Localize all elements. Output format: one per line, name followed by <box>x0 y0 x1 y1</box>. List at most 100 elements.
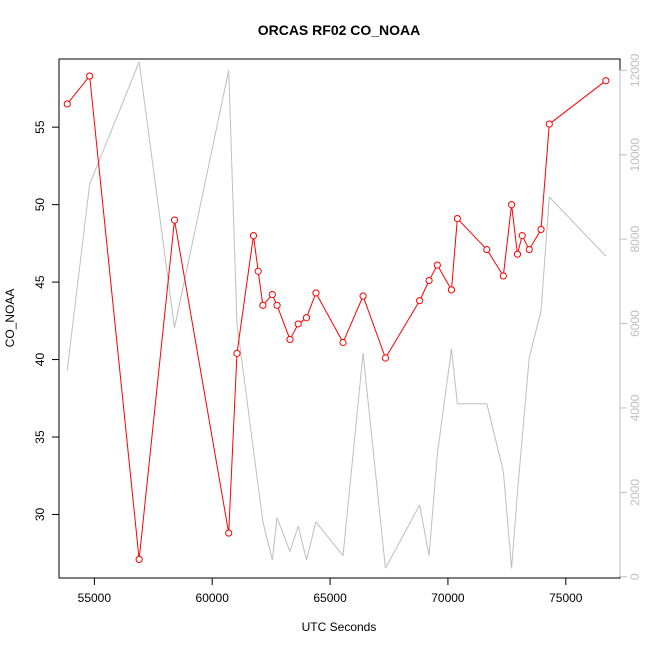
co-data-point <box>63 100 71 108</box>
chart-title: ORCAS RF02 CO_NOAA <box>258 22 421 38</box>
co-data-point <box>525 245 533 254</box>
co-line-segment <box>451 221 458 287</box>
co-line-segment <box>68 78 89 102</box>
co-data-point <box>135 555 143 564</box>
co-line-segment <box>307 295 316 316</box>
right-y-tick-label: 0 <box>628 573 642 580</box>
right-y-tick-label: 2000 <box>628 479 642 506</box>
altitude-line-segment <box>289 525 299 552</box>
x-tick-label: 55000 <box>78 591 112 605</box>
co-line-segment <box>174 223 229 531</box>
co-line-segment <box>228 356 238 530</box>
co-data-point <box>425 276 433 285</box>
y-tick-label: 30 <box>33 507 47 521</box>
co-line-segment <box>430 267 437 279</box>
altitude-line-segment <box>228 70 238 324</box>
altitude-line-segment <box>138 61 175 328</box>
y-tick-label: 35 <box>33 430 47 444</box>
co-data-point <box>453 214 461 223</box>
co-line-segment <box>530 231 540 248</box>
y-axis: 30 35 40 45 50 55 <box>33 120 60 521</box>
y-tick-label: 55 <box>33 120 47 134</box>
x-tick-label: 65000 <box>313 591 347 605</box>
co-data-point <box>294 320 302 328</box>
co-line-segment <box>277 308 290 337</box>
altitude-line-segment <box>450 348 458 404</box>
altitude-line-segment <box>511 492 518 569</box>
co-line-segment <box>138 223 175 557</box>
co-line-segment <box>438 267 451 288</box>
co-data-point <box>259 301 267 309</box>
co-line-segment <box>343 298 363 340</box>
co-data-point <box>268 290 276 299</box>
x-axis: 55000 60000 65000 70000 75000 <box>78 577 583 605</box>
x-axis-label: UTC Seconds <box>302 620 377 634</box>
altitude-line-segment <box>271 517 278 560</box>
altitude-line-segment <box>428 454 438 556</box>
altitude-line-segment <box>342 353 364 556</box>
co-data-point <box>507 201 516 209</box>
co-line-segment <box>273 297 277 303</box>
co-data-point <box>545 120 553 128</box>
co-data-point <box>254 267 262 275</box>
right-y-tick-label: 4000 <box>628 394 642 421</box>
altitude-line-segment <box>486 403 504 472</box>
altitude-line-segment <box>306 521 317 560</box>
co-line-segment <box>264 296 271 304</box>
co-line-segment <box>540 127 550 227</box>
altitude-line-segment <box>66 184 91 371</box>
co-line-segment <box>511 207 518 252</box>
co-line-segment <box>316 295 342 341</box>
x-tick-label: 70000 <box>431 591 465 605</box>
x-tick-label: 75000 <box>549 591 583 605</box>
plot-frame <box>58 58 621 579</box>
altitude-line-segment <box>419 504 430 556</box>
altitude-line-segment <box>262 521 273 560</box>
y-axis-label: CO_NOAA <box>3 289 17 348</box>
co-line-segment <box>291 326 298 337</box>
co-data-point <box>286 335 294 344</box>
co-data-point <box>602 77 610 85</box>
co-data-point <box>273 301 281 309</box>
co-data-point <box>170 216 179 224</box>
co-line-segment <box>503 207 512 273</box>
co-data-point <box>249 232 258 240</box>
co-data-point <box>312 289 320 297</box>
right-y-tick-label: 6000 <box>628 310 642 337</box>
co-line-segment <box>386 303 419 356</box>
co-data-point <box>339 338 347 347</box>
co-data-point <box>433 261 441 269</box>
altitude-line-segment <box>297 525 307 560</box>
altitude-line-segment <box>385 504 421 569</box>
series-layer <box>63 61 610 569</box>
co-line-segment <box>459 220 486 248</box>
altitude-line-segment <box>315 521 344 556</box>
co-line-segment <box>300 319 305 323</box>
right-y-tick-label: 12000 <box>628 53 642 87</box>
co-line-segment <box>523 238 529 248</box>
co-data-point <box>225 529 233 537</box>
altitude-line-segment <box>276 517 291 552</box>
co-line-segment <box>420 283 429 299</box>
co-data-point <box>416 297 424 305</box>
co-data-point <box>86 72 94 80</box>
co-data-point <box>483 245 491 254</box>
co-data-point <box>302 314 311 322</box>
right-y-axis: 0 2000 4000 6000 8000 10000 12000 <box>619 53 642 580</box>
x-tick-label: 60000 <box>196 591 230 605</box>
y-tick-label: 45 <box>33 275 47 289</box>
altitude-line-segment <box>502 471 513 569</box>
co-line-segment <box>236 238 254 351</box>
altitude-line-segment <box>174 70 230 328</box>
co-data-point <box>359 292 367 300</box>
altitude-line-segment <box>540 196 550 311</box>
co-data-point <box>537 225 545 234</box>
co-data-point <box>513 250 522 258</box>
y-tick-label: 50 <box>33 198 47 212</box>
altitude-line-segment <box>548 196 607 257</box>
co-line-segment <box>551 82 604 123</box>
altitude-line-segment <box>236 323 264 522</box>
co-data-point <box>233 349 241 357</box>
co-data-point <box>499 272 507 280</box>
